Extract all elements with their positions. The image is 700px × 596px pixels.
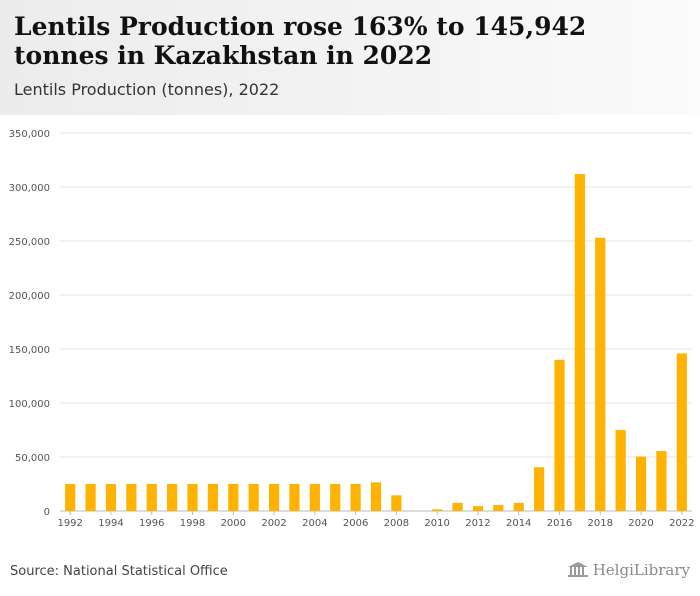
- bar: [574, 174, 585, 511]
- bar: [309, 484, 320, 511]
- chart-title: Lentils Production rose 163% to 145,942 …: [14, 12, 587, 70]
- x-tick-label: 2018: [588, 518, 613, 529]
- x-tick-label: 2010: [424, 518, 449, 529]
- bar: [472, 506, 484, 511]
- bar: [289, 484, 300, 511]
- bar: [391, 495, 402, 511]
- y-tick-label: 150,000: [9, 345, 50, 356]
- x-tick-label: 2016: [547, 518, 572, 529]
- bar: [370, 482, 382, 511]
- bar: [513, 502, 524, 511]
- x-tick-label: 2002: [261, 518, 286, 529]
- x-tick-label: 1992: [57, 518, 82, 529]
- bar: [432, 509, 443, 511]
- bar: [534, 467, 545, 511]
- source-note: Source: National Statistical Office: [10, 564, 228, 579]
- chart-subtitle: Lentils Production (tonnes), 2022: [14, 80, 280, 99]
- bar: [187, 484, 198, 511]
- bar: [268, 484, 280, 511]
- x-tick-label: 1994: [98, 518, 123, 529]
- bar: [248, 484, 259, 511]
- x-tick-label: 2020: [628, 518, 653, 529]
- library-icon: [567, 562, 588, 577]
- bar: [554, 359, 565, 511]
- x-tick-label: 2000: [221, 518, 246, 529]
- bar-chart: 0 50,000 100,000 150,000 200,000 250,000 300,0…: [9, 129, 695, 529]
- bar: [126, 484, 137, 511]
- bar: [615, 430, 626, 511]
- y-tick-label: 100,000: [9, 399, 50, 410]
- y-tick-label: 350,000: [9, 129, 50, 140]
- y-tick-label: 250,000: [9, 237, 50, 248]
- y-tick-label: 200,000: [9, 291, 50, 302]
- bar: [676, 353, 687, 511]
- bar: [493, 505, 504, 511]
- x-tick-label: 2008: [384, 518, 409, 529]
- x-tick-label: 2022: [669, 518, 694, 529]
- x-tick-label: 2014: [506, 518, 531, 529]
- bar: [595, 237, 606, 511]
- bar: [656, 451, 667, 511]
- x-tick-label: 2012: [465, 518, 490, 529]
- chart-area: 0 50,000 100,000 150,000 200,000 250,000 300,0…: [0, 115, 700, 545]
- x-tick-label: 1996: [139, 518, 164, 529]
- brand-name: HelgiLibrary: [592, 561, 690, 579]
- x-tick-label: 2006: [343, 518, 368, 529]
- bar: [146, 484, 157, 511]
- x-tick-label: 2004: [302, 518, 327, 529]
- brand-logo[interactable]: HelgiLibrary: [567, 561, 690, 579]
- bar: [452, 502, 463, 511]
- bar: [350, 484, 361, 511]
- bar: [207, 484, 218, 511]
- header-band: Lentils Production rose 163% to 145,942 …: [0, 0, 700, 115]
- bar: [85, 484, 96, 511]
- bar: [635, 456, 647, 511]
- y-tick-label: 0: [44, 507, 50, 518]
- bar: [105, 484, 117, 511]
- bar: [167, 484, 178, 511]
- y-tick-label: 50,000: [15, 453, 50, 464]
- y-tick-label: 300,000: [9, 183, 50, 194]
- bar: [228, 484, 239, 511]
- x-tick-label: 1998: [180, 518, 205, 529]
- bar: [65, 484, 76, 511]
- bar: [330, 484, 341, 511]
